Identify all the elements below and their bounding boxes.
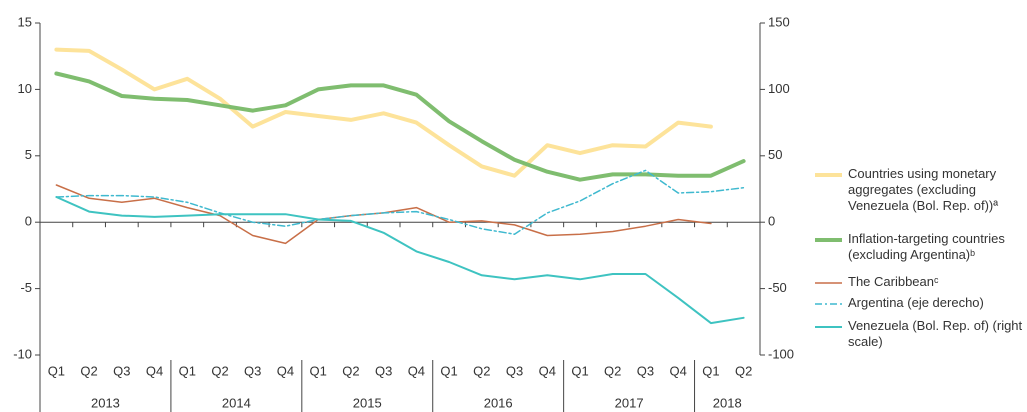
legend-label: The Caribbeanᶜ bbox=[848, 274, 939, 289]
x-group-label: 2014 bbox=[222, 395, 251, 410]
x-tick-label: Q4 bbox=[277, 363, 294, 378]
legend-label: Inflation-targeting countries (excluding… bbox=[848, 231, 1005, 262]
x-tick-label: Q1 bbox=[310, 363, 327, 378]
x-tick-label: Q3 bbox=[113, 363, 130, 378]
y-tick-label: 5 bbox=[25, 147, 32, 162]
x-tick-label: Q3 bbox=[375, 363, 392, 378]
series-line bbox=[54, 71, 746, 182]
legend-entry: Inflation-targeting countries (excluding… bbox=[848, 231, 1005, 262]
x-tick-label: Q1 bbox=[48, 363, 65, 378]
y2-tick-label: -100 bbox=[768, 346, 794, 361]
legend-label: Venezuela (Bol. Rep. of) (right scale) bbox=[848, 318, 1023, 349]
legend-label: Argentina (eje derecho) bbox=[848, 295, 984, 310]
x-group-label: 2018 bbox=[713, 395, 742, 410]
y2-tick-label: -50 bbox=[768, 280, 787, 295]
legend-entry: Argentina (eje derecho) bbox=[848, 295, 984, 310]
x-tick-label: Q2 bbox=[211, 363, 228, 378]
x-tick-label: Q2 bbox=[735, 363, 752, 378]
x-tick-label: Q4 bbox=[670, 363, 687, 378]
x-tick-label: Q2 bbox=[604, 363, 621, 378]
x-group-label: 2016 bbox=[484, 395, 513, 410]
x-tick-label: Q3 bbox=[506, 363, 523, 378]
y2-tick-label: 150 bbox=[768, 14, 790, 29]
x-group-label: 2013 bbox=[91, 395, 120, 410]
x-tick-label: Q3 bbox=[637, 363, 654, 378]
series-line bbox=[55, 169, 745, 235]
legend-label: Countries using monetary aggregates (exc… bbox=[848, 166, 999, 213]
y-tick-label: 0 bbox=[25, 214, 32, 229]
x-group-label: 2017 bbox=[615, 395, 644, 410]
x-tick-label: Q4 bbox=[408, 363, 425, 378]
y-tick-label: 15 bbox=[18, 14, 32, 29]
y2-tick-label: 50 bbox=[768, 147, 782, 162]
x-group-label: 2015 bbox=[353, 395, 382, 410]
series-line bbox=[55, 196, 745, 325]
x-tick-label: Q1 bbox=[440, 363, 457, 378]
x-tick-label: Q3 bbox=[244, 363, 261, 378]
y-tick-label: -5 bbox=[20, 280, 32, 295]
x-tick-label: Q4 bbox=[539, 363, 556, 378]
x-tick-label: Q2 bbox=[342, 363, 359, 378]
x-tick-label: Q1 bbox=[702, 363, 719, 378]
x-tick-label: Q2 bbox=[80, 363, 97, 378]
series-line bbox=[55, 184, 712, 245]
x-tick-label: Q1 bbox=[571, 363, 588, 378]
series-line bbox=[54, 47, 713, 178]
y-tick-label: -10 bbox=[13, 346, 32, 361]
legend-entry: Venezuela (Bol. Rep. of) (right scale) bbox=[848, 318, 1023, 349]
y2-tick-label: 100 bbox=[768, 81, 790, 96]
x-tick-label: Q4 bbox=[146, 363, 163, 378]
x-tick-label: Q1 bbox=[179, 363, 196, 378]
x-tick-label: Q2 bbox=[473, 363, 490, 378]
y2-tick-label: 0 bbox=[768, 214, 775, 229]
y-tick-label: 10 bbox=[18, 81, 32, 96]
legend-entry: The Caribbeanᶜ bbox=[848, 274, 939, 289]
legend-entry: Countries using monetary aggregates (exc… bbox=[848, 166, 999, 213]
